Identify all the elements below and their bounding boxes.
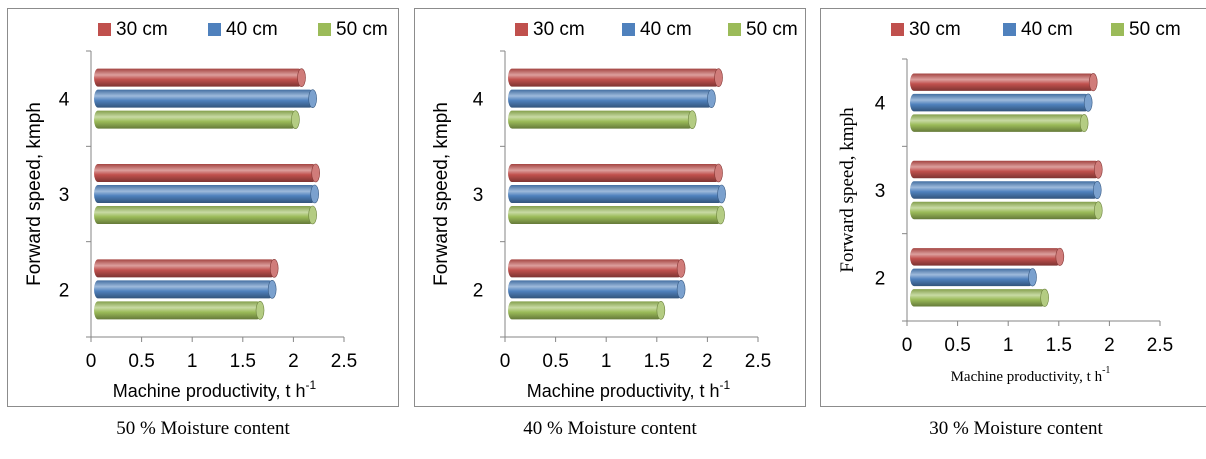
bar-50cm-4kmph <box>508 110 697 129</box>
bar-30cm-4kmph <box>910 73 1098 92</box>
legend-label-30cm: 30 cm <box>533 19 585 40</box>
x-tick-label: 0 <box>500 351 511 372</box>
y-tick-label: 4 <box>473 90 484 111</box>
legend-label-50cm: 50 cm <box>1129 19 1181 40</box>
bar-30cm-3kmph <box>94 163 320 183</box>
bar-30cm-4kmph <box>94 68 306 87</box>
bar-30cm-2kmph <box>94 259 279 278</box>
legend-swatch-30cm <box>98 23 111 36</box>
legend: 30 cm 40 cm 50 cm <box>515 19 798 40</box>
legend-swatch-50cm <box>1111 23 1124 36</box>
x-tick-label: 1 <box>601 351 612 372</box>
bar-50cm-4kmph <box>910 114 1089 133</box>
productivity-bar-chart-1: 30 cm 40 cm 50 cm 0 0.5 1 1.5 2 2.5 2 3 4 Machine pr… <box>24 19 388 401</box>
legend-swatch-40cm <box>208 23 221 36</box>
bar-40cm-3kmph <box>94 184 319 204</box>
x-tick-label: 0 <box>86 351 97 372</box>
x-tick-label: 1 <box>1003 335 1014 356</box>
x-axis-title: Machine productivity, t h-1 <box>113 378 317 401</box>
legend-label-30cm: 30 cm <box>909 19 961 40</box>
legend: 30 cm 40 cm 50 cm <box>98 19 388 40</box>
productivity-bar-chart-2: 30 cm 40 cm 50 cm 0 0.5 1 1.5 2 2.5 2 3 4 Machine pr… <box>431 19 798 401</box>
x-tick-label: 2.5 <box>1147 335 1173 356</box>
bar-40cm-2kmph <box>910 268 1037 287</box>
y-tick-label: 4 <box>875 94 886 115</box>
legend-label-40cm: 40 cm <box>640 19 692 40</box>
x-tick-label: 2 <box>1104 335 1115 356</box>
bar-50cm-4kmph <box>94 110 300 129</box>
legend-swatch-50cm <box>318 23 331 36</box>
chart-panel-1: 30 cm 40 cm 50 cm 0 0.5 1 1.5 2 2.5 2 3 4 Machine pr… <box>7 8 399 407</box>
legend-label-40cm: 40 cm <box>226 19 278 40</box>
x-tick-label: 2 <box>288 351 299 372</box>
x-axis-title: Machine productivity, t h-1 <box>527 378 731 401</box>
bar-40cm-4kmph <box>94 89 317 108</box>
y-tick-label: 2 <box>473 280 484 301</box>
y-tick-label: 3 <box>875 181 886 202</box>
legend-swatch-30cm <box>515 23 528 36</box>
bar-30cm-2kmph <box>508 259 686 278</box>
legend: 30 cm 40 cm 50 cm <box>891 19 1181 40</box>
bar-50cm-2kmph <box>508 301 666 320</box>
legend-swatch-40cm <box>1003 23 1016 36</box>
y-tick-label: 2 <box>59 280 70 301</box>
x-tick-label: 0 <box>902 335 913 356</box>
x-tick-label: 1.5 <box>644 351 670 372</box>
x-tick-label: 0.5 <box>944 335 970 356</box>
x-tick-label: 0.5 <box>128 351 154 372</box>
x-tick-label: 2.5 <box>331 351 357 372</box>
bar-50cm-3kmph <box>508 205 725 225</box>
legend-label-50cm: 50 cm <box>746 19 798 40</box>
bar-40cm-2kmph <box>94 280 277 299</box>
chart-panel-2: 30 cm 40 cm 50 cm 0 0.5 1 1.5 2 2.5 2 3 4 Machine pr… <box>414 8 806 407</box>
bar-40cm-3kmph <box>910 180 1102 200</box>
bar-50cm-3kmph <box>910 201 1103 220</box>
caption-2: 40 % Moisture content <box>523 418 697 439</box>
bar-50cm-2kmph <box>94 301 265 320</box>
bar-40cm-3kmph <box>508 184 726 204</box>
legend-swatch-30cm <box>891 23 904 36</box>
legend-swatch-40cm <box>622 23 635 36</box>
bar-30cm-3kmph <box>508 163 723 183</box>
x-tick-label: 1 <box>187 351 198 372</box>
caption-3: 30 % Moisture content <box>929 418 1103 439</box>
legend-label-50cm: 50 cm <box>336 19 388 40</box>
bar-30cm-2kmph <box>910 247 1065 266</box>
bar-40cm-4kmph <box>508 89 716 108</box>
caption-1: 50 % Moisture content <box>116 418 290 439</box>
y-tick-label: 4 <box>59 90 70 111</box>
x-tick-label: 1.5 <box>1046 335 1072 356</box>
bar-30cm-3kmph <box>910 160 1103 179</box>
bar-30cm-4kmph <box>508 68 723 87</box>
legend-swatch-50cm <box>728 23 741 36</box>
chart-panel-3: 30 cm 40 cm 50 cm 0 0.5 1 1.5 2 2.5 2 3 4 Machine pr… <box>820 8 1206 407</box>
x-axis-title: Machine productivity, t h-1 <box>951 365 1111 385</box>
y-axis-title: Forward speed, kmph <box>837 107 858 273</box>
y-tick-label: 3 <box>59 185 70 206</box>
legend-label-30cm: 30 cm <box>116 19 168 40</box>
y-axis-title: Forward speed, kmph <box>24 102 45 286</box>
x-tick-label: 0.5 <box>542 351 568 372</box>
bar-50cm-3kmph <box>94 205 317 225</box>
x-tick-label: 2.5 <box>745 351 771 372</box>
productivity-bar-chart-3: 30 cm 40 cm 50 cm 0 0.5 1 1.5 2 2.5 2 3 4 Machine pr… <box>837 19 1181 385</box>
x-tick-label: 1.5 <box>230 351 256 372</box>
legend-label-40cm: 40 cm <box>1021 19 1073 40</box>
y-tick-label: 3 <box>473 185 484 206</box>
bar-50cm-2kmph <box>910 288 1049 307</box>
x-tick-label: 2 <box>702 351 713 372</box>
y-tick-label: 2 <box>875 268 886 289</box>
bar-40cm-2kmph <box>508 280 686 299</box>
y-axis-title: Forward speed, kmph <box>431 102 452 286</box>
bar-40cm-4kmph <box>910 93 1093 112</box>
